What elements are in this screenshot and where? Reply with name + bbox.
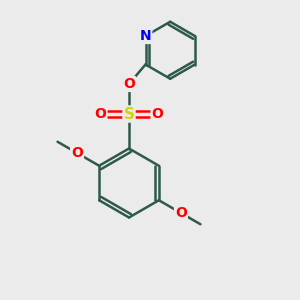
Text: N: N <box>140 29 151 43</box>
Text: O: O <box>175 206 187 220</box>
Text: O: O <box>94 107 106 121</box>
Text: O: O <box>152 107 164 121</box>
Text: S: S <box>124 106 134 122</box>
Text: O: O <box>71 146 83 160</box>
Text: O: O <box>123 77 135 91</box>
